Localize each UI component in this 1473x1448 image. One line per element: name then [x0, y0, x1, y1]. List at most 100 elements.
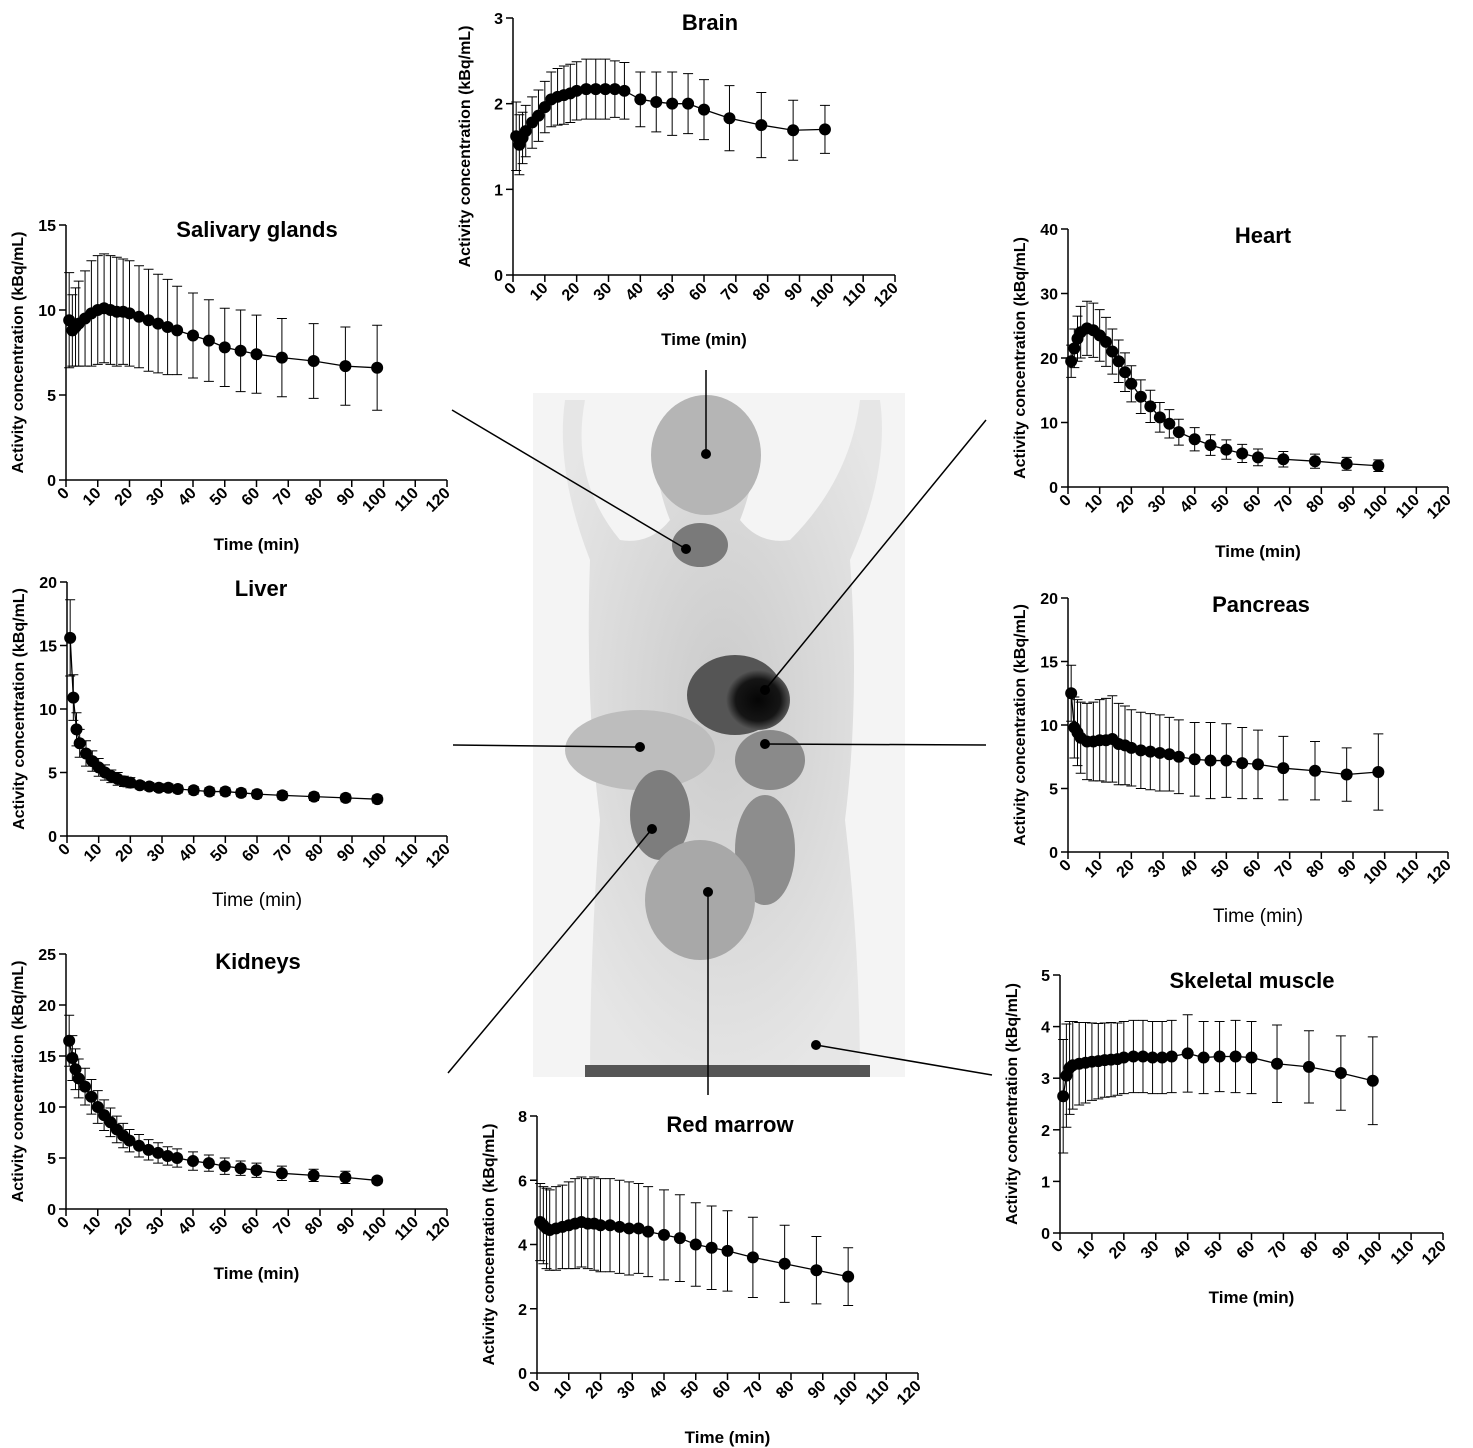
data-point	[787, 124, 799, 136]
data-point	[650, 96, 662, 108]
data-point	[308, 791, 320, 803]
x-tick-label: 30	[1138, 1238, 1163, 1263]
y-tick-label: 15	[39, 639, 57, 656]
x-tick-label: 40	[176, 841, 201, 866]
x-tick-label: 0	[502, 280, 520, 298]
data-point	[658, 1229, 670, 1241]
x-tick-label: 20	[112, 1214, 137, 1239]
data-point	[1271, 1058, 1283, 1070]
y-tick-label: 15	[1040, 655, 1058, 672]
y-axis-label: Activity concentration (kBq/mL)	[1012, 604, 1029, 846]
y-tick-label: 20	[38, 998, 56, 1015]
x-tick-label: 60	[239, 1214, 264, 1239]
data-point	[371, 1174, 383, 1186]
x-tick-label: 40	[1177, 492, 1202, 517]
x-tick-label: 20	[1114, 857, 1139, 882]
data-point	[74, 737, 86, 749]
data-point	[1125, 378, 1137, 390]
x-tick-label: 40	[1170, 1238, 1195, 1263]
figure: 01230102030405060708090100110120BrainTim…	[0, 0, 1473, 1448]
data-point	[1236, 447, 1248, 459]
y-axis-label: Activity concentration (kBq/mL)	[457, 26, 474, 268]
x-tick-label: 70	[270, 1214, 295, 1239]
x-tick-label: 60	[1234, 1238, 1259, 1263]
data-point	[690, 1239, 702, 1251]
y-tick-label: 30	[1040, 287, 1058, 304]
x-tick-label: 70	[1272, 492, 1297, 517]
chart-title: Brain	[682, 10, 738, 35]
data-point	[276, 1167, 288, 1179]
data-point	[706, 1242, 718, 1254]
data-point	[723, 112, 735, 124]
data-point	[235, 1162, 247, 1174]
x-tick-label: 90	[334, 1214, 359, 1239]
x-tick-label: 100	[360, 841, 391, 872]
y-tick-label: 20	[1040, 351, 1058, 368]
x-axis-label: Time (min)	[1209, 1288, 1295, 1307]
x-tick-label: 30	[1145, 857, 1170, 882]
x-tick-label: 70	[718, 280, 743, 305]
x-tick-label: 50	[1209, 492, 1234, 517]
x-tick-label: 80	[302, 485, 327, 510]
chart: 0123450102030405060708090100110120Skelet…	[1004, 968, 1450, 1307]
data-point	[1198, 1052, 1210, 1064]
data-point	[1119, 366, 1131, 378]
data-point	[779, 1258, 791, 1270]
data-point	[1173, 751, 1185, 763]
x-tick-label: 80	[1304, 857, 1329, 882]
y-tick-label: 8	[518, 1109, 527, 1126]
data-point	[371, 362, 383, 374]
x-tick-label: 120	[423, 1214, 454, 1245]
x-tick-label: 120	[1419, 1238, 1450, 1269]
x-tick-label: 30	[614, 1378, 639, 1403]
x-tick-label: 10	[551, 1378, 576, 1403]
x-tick-label: 10	[81, 841, 106, 866]
x-tick-label: 0	[55, 485, 73, 503]
y-tick-label: 0	[48, 829, 57, 846]
x-tick-label: 50	[1202, 1238, 1227, 1263]
data-point	[1113, 355, 1125, 367]
y-axis-label: Activity concentration (kBq/mL)	[10, 961, 27, 1203]
x-tick-label: 30	[591, 280, 616, 305]
data-point	[371, 793, 383, 805]
y-tick-label: 10	[1040, 718, 1058, 735]
x-tick-label: 100	[1361, 857, 1392, 888]
x-tick-label: 110	[863, 1378, 893, 1408]
chart: 01230102030405060708090100110120BrainTim…	[457, 10, 902, 349]
data-point	[308, 355, 320, 367]
data-point	[251, 1164, 263, 1176]
data-point	[171, 1152, 183, 1164]
data-point	[1173, 426, 1185, 438]
y-tick-label: 4	[1041, 1020, 1050, 1037]
x-tick-label: 90	[805, 1378, 830, 1403]
data-point	[276, 789, 288, 801]
y-tick-label: 5	[1041, 968, 1050, 985]
x-tick-label: 20	[1114, 492, 1139, 517]
x-tick-label: 70	[1272, 857, 1297, 882]
data-point	[308, 1169, 320, 1181]
y-tick-label: 0	[518, 1366, 527, 1383]
x-tick-label: 110	[840, 280, 870, 310]
x-tick-label: 10	[1074, 1238, 1099, 1263]
data-point	[666, 98, 678, 110]
x-tick-label: 70	[741, 1378, 766, 1403]
data-point	[67, 692, 79, 704]
x-tick-label: 10	[80, 1214, 105, 1239]
data-point	[187, 1155, 199, 1167]
data-point	[1367, 1075, 1379, 1087]
y-tick-label: 5	[47, 1151, 56, 1168]
x-axis-label: Time (min)	[212, 890, 302, 911]
x-tick-label: 100	[359, 485, 390, 516]
x-axis-label: Time (min)	[214, 535, 300, 554]
data-point	[1214, 1051, 1226, 1063]
data-point	[674, 1232, 686, 1244]
y-tick-label: 0	[1049, 845, 1058, 862]
x-tick-label: 10	[1082, 492, 1107, 517]
data-point	[1057, 1090, 1069, 1102]
x-tick-label: 60	[239, 841, 264, 866]
x-tick-label: 80	[750, 280, 775, 305]
y-tick-label: 10	[38, 303, 56, 320]
